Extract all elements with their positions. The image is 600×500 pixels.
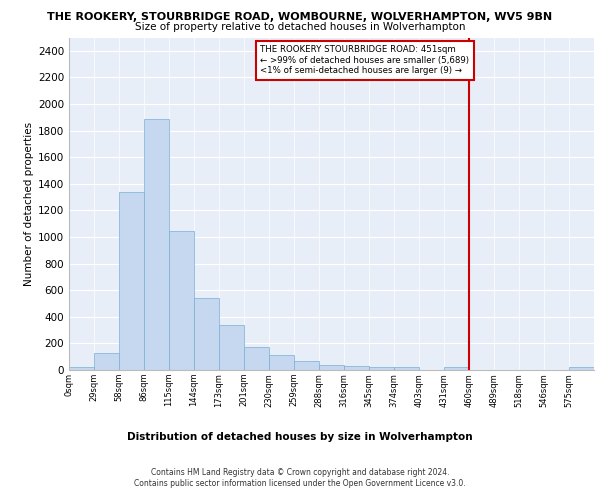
Text: THE ROOKERY, STOURBRIDGE ROAD, WOMBOURNE, WOLVERHAMPTON, WV5 9BN: THE ROOKERY, STOURBRIDGE ROAD, WOMBOURNE… [47,12,553,22]
Bar [219,325,244,370]
Bar [194,298,219,370]
Bar [394,368,419,370]
Text: Contains HM Land Registry data © Crown copyright and database right 2024.
Contai: Contains HM Land Registry data © Crown c… [134,468,466,487]
Bar [244,348,269,370]
Bar [319,364,344,370]
Text: Distribution of detached houses by size in Wolverhampton: Distribution of detached houses by size … [127,432,473,442]
Bar [369,366,394,370]
Text: THE ROOKERY STOURBRIDGE ROAD: 451sqm
← >99% of detached houses are smaller (5,68: THE ROOKERY STOURBRIDGE ROAD: 451sqm ← >… [260,46,469,76]
Bar [269,356,294,370]
Bar [344,366,369,370]
Y-axis label: Number of detached properties: Number of detached properties [24,122,34,286]
Bar [169,231,194,370]
Bar [569,368,594,370]
Bar [294,362,319,370]
Bar [119,192,144,370]
Bar [144,118,169,370]
Bar [94,352,119,370]
Bar [69,368,94,370]
Text: Size of property relative to detached houses in Wolverhampton: Size of property relative to detached ho… [135,22,465,32]
Bar [444,366,469,370]
